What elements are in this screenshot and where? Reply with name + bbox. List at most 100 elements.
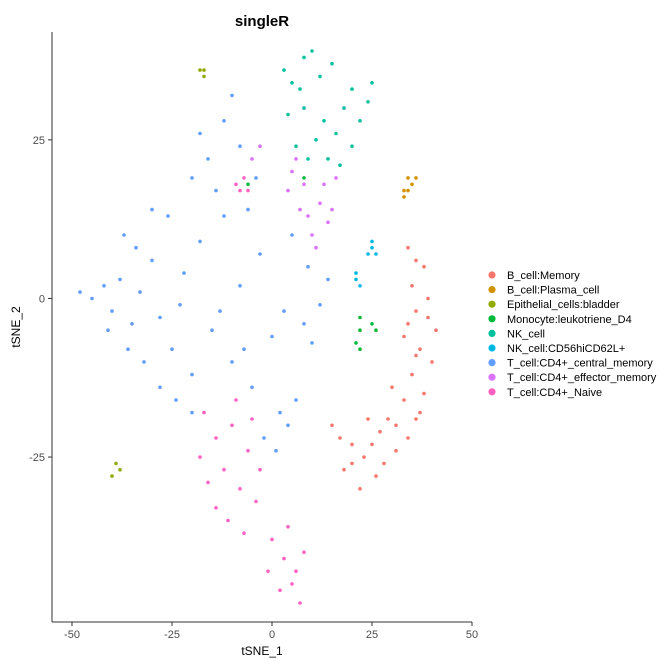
data-point bbox=[402, 398, 406, 402]
legend-label: T_cell:CD4+_central_memory bbox=[507, 358, 653, 370]
points-layer bbox=[78, 49, 438, 605]
data-point bbox=[282, 556, 286, 561]
data-point bbox=[430, 360, 434, 364]
data-point bbox=[290, 169, 294, 174]
data-point bbox=[206, 480, 210, 485]
data-point bbox=[294, 569, 298, 573]
data-point bbox=[266, 569, 270, 573]
data-point bbox=[202, 410, 206, 415]
data-point bbox=[314, 138, 318, 142]
data-point bbox=[142, 360, 146, 364]
data-point bbox=[190, 176, 194, 180]
data-point bbox=[366, 100, 370, 104]
data-point bbox=[282, 68, 286, 72]
y-tick-label: 25 bbox=[33, 135, 45, 147]
x-tick-label: 50 bbox=[466, 629, 478, 641]
data-point bbox=[418, 347, 422, 352]
data-point bbox=[410, 372, 414, 377]
data-point bbox=[402, 188, 406, 193]
data-point bbox=[214, 436, 218, 440]
data-point bbox=[302, 176, 306, 180]
data-point bbox=[242, 347, 246, 352]
data-point bbox=[342, 106, 346, 110]
data-point bbox=[202, 74, 206, 79]
data-point bbox=[406, 322, 410, 326]
data-point bbox=[366, 417, 370, 421]
data-point bbox=[358, 284, 362, 288]
legend-label: T_cell:CD4+_Naive bbox=[507, 387, 602, 399]
data-point bbox=[414, 353, 418, 358]
data-point bbox=[318, 303, 322, 307]
data-point bbox=[358, 347, 362, 352]
data-point bbox=[178, 303, 182, 307]
data-point bbox=[406, 245, 410, 250]
data-point bbox=[270, 334, 274, 339]
data-point bbox=[322, 119, 326, 123]
data-point bbox=[358, 119, 362, 123]
data-point bbox=[110, 309, 114, 313]
data-point bbox=[294, 398, 298, 402]
legend-key bbox=[488, 344, 496, 352]
data-point bbox=[410, 182, 414, 187]
data-point bbox=[414, 417, 418, 421]
legend-label: T_cell:CD4+_effector_memory bbox=[507, 372, 657, 384]
data-point bbox=[374, 474, 378, 478]
data-point bbox=[334, 131, 338, 136]
data-point bbox=[258, 252, 262, 256]
data-point bbox=[390, 385, 394, 390]
data-point bbox=[182, 271, 186, 275]
data-point bbox=[230, 360, 234, 364]
data-point bbox=[110, 474, 114, 478]
data-point bbox=[106, 328, 110, 333]
data-point bbox=[250, 157, 254, 161]
legend-label: B_cell:Memory bbox=[507, 270, 580, 282]
data-point bbox=[310, 49, 314, 53]
data-point bbox=[114, 461, 118, 466]
legend-label: B_cell:Plasma_cell bbox=[507, 285, 599, 297]
data-point bbox=[314, 245, 318, 250]
data-point bbox=[158, 315, 162, 320]
data-point bbox=[310, 341, 314, 345]
data-point bbox=[358, 487, 362, 491]
data-point bbox=[406, 188, 410, 193]
data-point bbox=[198, 68, 202, 72]
data-point bbox=[246, 182, 250, 187]
data-point bbox=[422, 264, 426, 269]
data-point bbox=[386, 417, 390, 421]
data-point bbox=[278, 410, 282, 415]
data-point bbox=[222, 119, 226, 123]
data-point bbox=[426, 296, 430, 301]
data-point bbox=[330, 61, 334, 66]
data-point bbox=[278, 588, 282, 593]
data-point bbox=[214, 506, 218, 510]
data-point bbox=[374, 328, 378, 333]
data-point bbox=[330, 423, 334, 428]
data-point bbox=[246, 188, 250, 193]
data-point bbox=[302, 55, 306, 60]
data-point bbox=[238, 188, 242, 193]
data-point bbox=[222, 467, 226, 472]
legend-label: Epithelial_cells:bladder bbox=[507, 299, 620, 311]
data-point bbox=[226, 518, 230, 523]
data-point bbox=[78, 290, 82, 294]
data-point bbox=[158, 385, 162, 390]
data-point bbox=[310, 233, 314, 237]
data-point bbox=[214, 188, 218, 193]
data-point bbox=[394, 423, 398, 428]
data-point bbox=[198, 131, 202, 136]
data-point bbox=[422, 391, 426, 396]
data-point bbox=[246, 448, 250, 453]
data-point bbox=[298, 87, 302, 91]
y-axis-label: tSNE_2 bbox=[9, 306, 23, 348]
data-point bbox=[242, 531, 246, 535]
data-point bbox=[330, 207, 334, 212]
data-point bbox=[286, 525, 290, 529]
data-point bbox=[354, 341, 358, 345]
data-point bbox=[414, 309, 418, 313]
data-point bbox=[306, 264, 310, 269]
data-point bbox=[338, 163, 342, 167]
data-point bbox=[230, 423, 234, 428]
data-point bbox=[118, 277, 122, 282]
data-point bbox=[210, 328, 214, 333]
data-point bbox=[190, 410, 194, 415]
